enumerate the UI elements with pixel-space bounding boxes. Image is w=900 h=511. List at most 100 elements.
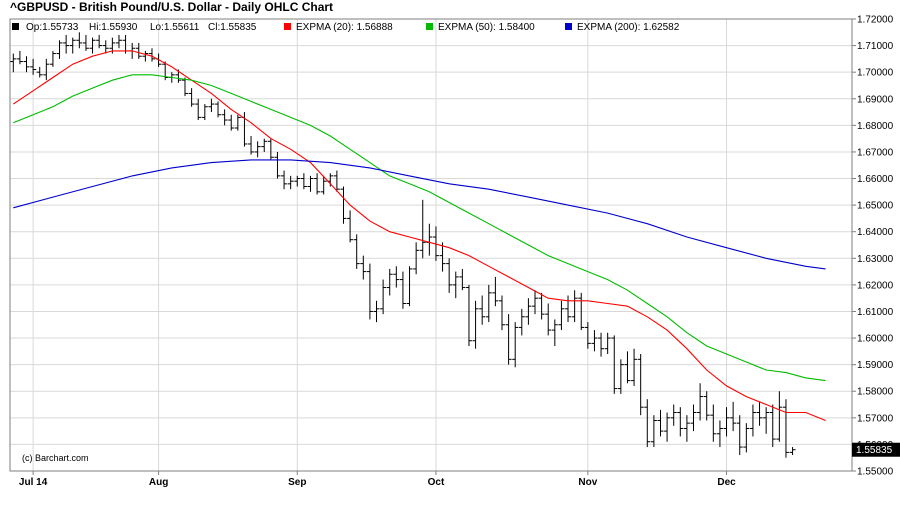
ohlc-bar xyxy=(710,404,717,442)
ohlc-bar xyxy=(393,266,400,288)
ohlc-bar xyxy=(763,407,770,434)
ohlc-bar xyxy=(366,263,373,320)
y-tick-label: 1.61000 xyxy=(857,307,894,318)
ema-line-2 xyxy=(13,159,826,270)
ohlc-bar xyxy=(697,383,704,421)
ohlc-bar xyxy=(148,48,155,62)
ohlc-bar xyxy=(254,141,261,158)
legend-open: Op:1.55733 xyxy=(26,22,79,33)
chart-title: ^GBPUSD - British Pound/U.S. Dollar - Da… xyxy=(10,0,334,14)
ohlc-bar xyxy=(452,271,459,299)
y-tick-label: 1.60000 xyxy=(857,334,894,345)
ohlc-bar xyxy=(234,114,241,131)
ohlc-bar xyxy=(274,151,281,179)
ohlc-bar xyxy=(743,423,750,453)
ohlc-bar xyxy=(657,409,664,437)
ohlc-bar xyxy=(69,37,76,54)
ohlc-marker xyxy=(12,23,19,30)
ohlc-bar xyxy=(281,170,288,190)
ohlc-bar xyxy=(307,175,314,192)
y-tick-label: 1.68000 xyxy=(857,121,894,132)
ohlc-bar xyxy=(565,295,572,323)
ema-line-0 xyxy=(12,50,826,422)
last-price-label: 1.55835 xyxy=(856,445,893,456)
ohlc-bar xyxy=(598,332,605,357)
legend-ema200-swatch xyxy=(565,23,572,30)
ohlc-bar xyxy=(604,332,611,355)
y-tick-label: 1.67000 xyxy=(857,147,894,158)
x-tick-label: Oct xyxy=(428,477,445,488)
ohlc-bar xyxy=(188,88,195,107)
ohlc-bar xyxy=(446,258,453,293)
ohlc-bar xyxy=(320,175,327,195)
legend-ema50: EXPMA (50): 1.58400 xyxy=(438,22,535,33)
ohlc-bar xyxy=(683,415,690,442)
x-tick-label: Jul 14 xyxy=(19,477,48,488)
y-tick-label: 1.65000 xyxy=(857,201,894,212)
ohlc-bar xyxy=(347,210,354,243)
ohlc-bar xyxy=(730,401,737,432)
ohlc-bar xyxy=(399,271,406,309)
ohlc-bar xyxy=(102,40,109,54)
legend-ema20-swatch xyxy=(284,23,291,30)
ohlc-bar xyxy=(670,404,677,426)
ohlc-bar xyxy=(551,319,558,347)
y-tick-label: 1.71000 xyxy=(857,41,894,52)
ohlc-bar xyxy=(749,404,756,437)
ohlc-bar xyxy=(505,314,512,365)
ohlc-bar xyxy=(545,303,552,336)
ohlc-bar xyxy=(525,298,532,325)
ohlc-bar xyxy=(380,279,387,315)
ohlc-bar xyxy=(485,284,492,323)
ohlc-bars xyxy=(10,32,796,458)
ohlc-bar xyxy=(76,32,83,49)
y-tick-label: 1.62000 xyxy=(857,280,894,291)
ohlc-bar xyxy=(756,401,763,426)
ohlc-bar xyxy=(617,359,624,394)
x-tick-label: Aug xyxy=(149,477,168,488)
legend-ema50-swatch xyxy=(426,23,433,30)
y-tick-label: 1.66000 xyxy=(857,174,894,185)
ohlc-bar xyxy=(571,290,578,323)
x-tick-label: Sep xyxy=(288,477,306,488)
ohlc-bar xyxy=(465,284,472,347)
ohlc-bar xyxy=(677,407,684,437)
gridlines xyxy=(10,18,852,472)
legend-ema200: EXPMA (200): 1.62582 xyxy=(577,22,680,33)
ohlc-bar xyxy=(10,53,17,73)
x-tick-label: Dec xyxy=(717,477,736,488)
ohlc-bar xyxy=(472,300,479,349)
ohlc-bar xyxy=(267,138,274,160)
ohlc-bar xyxy=(340,186,347,224)
ohlc-bar xyxy=(591,330,598,352)
ohlc-bar xyxy=(650,415,657,448)
ohlc-bar xyxy=(89,37,96,54)
y-tick-label: 1.69000 xyxy=(857,94,894,105)
legend-ema20: EXPMA (20): 1.56888 xyxy=(296,22,393,33)
ohlc-bar xyxy=(439,242,446,272)
ohlc-bar xyxy=(142,50,149,62)
ohlc-bar xyxy=(703,391,710,421)
last-price-background xyxy=(852,442,900,457)
legend-low: Lo:1.55611 xyxy=(150,22,200,33)
ohlc-bar xyxy=(373,300,380,323)
ohlc-bar xyxy=(512,322,519,368)
date-axis: Jul 14 Aug Sep Oct Nov Dec xyxy=(19,471,736,488)
ohlc-bar xyxy=(426,223,433,256)
credit-text: (c) Barchart.com xyxy=(22,453,89,463)
ohlc-bar xyxy=(182,77,189,97)
ohlc-bar xyxy=(300,173,307,190)
ohlc-bar xyxy=(353,234,360,269)
ohlc-bar xyxy=(518,308,525,336)
ohlc-bar xyxy=(201,104,208,121)
y-tick-label: 1.70000 xyxy=(857,68,894,79)
ohlc-bar xyxy=(333,170,340,192)
ohlc-bar xyxy=(690,404,697,432)
ohlc-bar xyxy=(736,415,743,456)
plot-frame xyxy=(9,18,853,472)
y-tick-label: 1.58000 xyxy=(857,387,894,398)
ohlc-bar xyxy=(716,420,723,448)
y-tick-label: 1.72000 xyxy=(857,15,894,26)
ohlc-bar xyxy=(584,322,591,349)
ohlc-bar xyxy=(538,292,545,320)
